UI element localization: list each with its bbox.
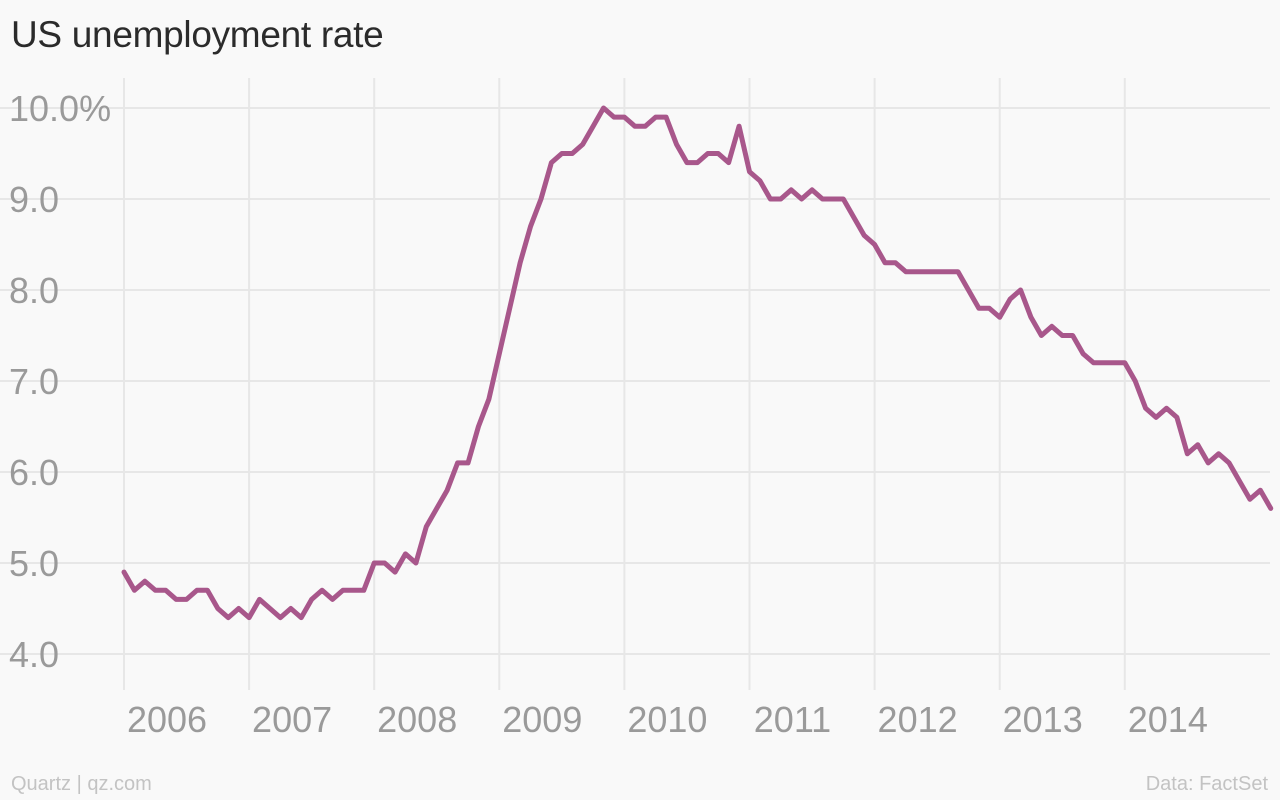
y-tick-label: 6.0 (9, 452, 59, 493)
y-axis-tick-labels: 10.0% 9.0 8.0 7.0 6.0 5.0 4.0 (9, 88, 111, 675)
y-tick-label: 4.0 (9, 634, 59, 675)
footer-source: Data: FactSet (1145, 773, 1268, 795)
x-tick-label: 2010 (627, 699, 707, 740)
footer-credit: Quartz | qz.com (11, 773, 152, 795)
x-tick-label: 2007 (252, 699, 332, 740)
horizontal-gridlines (0, 107, 1270, 655)
y-tick-label: 9.0 (9, 179, 59, 220)
y-tick-label: 10.0% (9, 88, 111, 129)
y-tick-label: 7.0 (9, 361, 59, 402)
x-tick-label: 2009 (502, 699, 582, 740)
x-tick-label: 2013 (1003, 699, 1083, 740)
x-tick-label: 2011 (754, 699, 831, 740)
x-tick-label: 2012 (878, 699, 958, 740)
unemployment-rate-series-line (121, 105, 1274, 621)
x-axis-tick-labels: 2006 2007 2008 2009 2010 2011 2012 2013 2014 (127, 699, 1208, 740)
x-tick-label: 2008 (377, 699, 457, 740)
x-tick-label: 2006 (127, 699, 207, 740)
y-tick-label: 8.0 (9, 270, 59, 311)
y-tick-label: 5.0 (9, 543, 59, 584)
vertical-gridlines (123, 78, 1126, 690)
chart-title: US unemployment rate (11, 14, 384, 55)
x-tick-label: 2014 (1128, 699, 1208, 740)
